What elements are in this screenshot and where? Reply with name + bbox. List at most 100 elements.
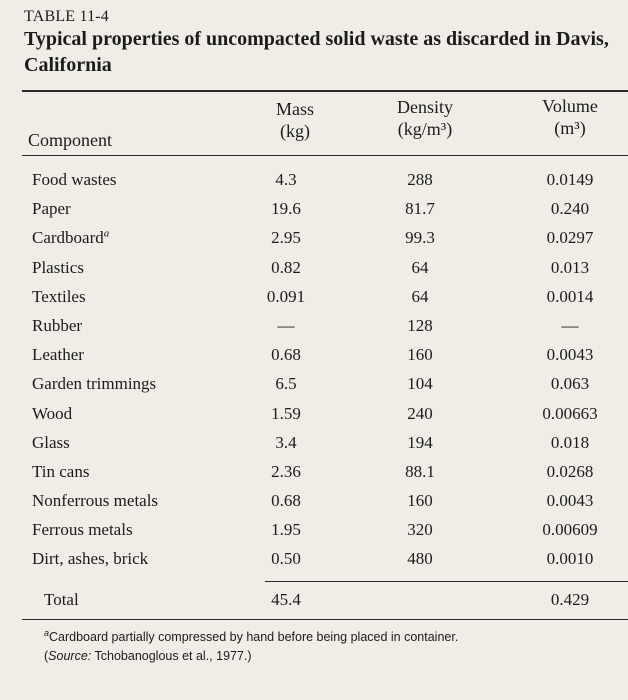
header-component: Component <box>28 129 112 151</box>
total-row: Total 45.4 0.429 <box>0 590 628 616</box>
cell-density: 88.1 <box>405 461 435 481</box>
total-mass: 45.4 <box>271 590 301 609</box>
cell-mass: 4.3 <box>275 170 297 189</box>
cell-component: Glass <box>32 433 70 453</box>
cell-mass: 0.82 <box>271 257 301 277</box>
cell-mass: 6.5 <box>275 374 297 394</box>
cell-component: Paper <box>32 199 71 219</box>
cell-component-text: Nonferrous metals <box>32 491 159 511</box>
cell-density: 240 <box>407 403 433 423</box>
cell-component-text: Glass <box>32 432 70 452</box>
cell-component-text: Dirt, ashes, brick <box>32 549 149 569</box>
cell-volume: 0.0043 <box>546 491 594 511</box>
header-mass-unit: (kg) <box>280 121 310 141</box>
cell-component-text: Paper <box>32 199 71 219</box>
table-row: Rubber — 128 — <box>0 314 628 343</box>
cell-component-text: Tin cans <box>32 461 90 481</box>
cell-density: 160 <box>407 345 433 365</box>
cell-volume: 0.0268 <box>546 461 594 481</box>
cell-volume: — <box>561 315 579 335</box>
cell-component-text: Rubber <box>32 315 83 335</box>
table-row: Nonferrous metals 0.68 160 0.0043 <box>0 489 628 518</box>
cell-volume: 0.018 <box>550 432 590 452</box>
cell-component: Wood <box>32 404 72 424</box>
table-row: Cardboarda 2.95 99.3 0.0297 <box>0 226 628 255</box>
cell-volume: 0.240 <box>550 199 590 219</box>
footnote-source-text: Tchobanoglous et al., 1977.) <box>94 649 252 663</box>
cell-component: Cardboarda <box>32 228 109 248</box>
table-row: Dirt, ashes, brick 0.50 480 0.0010 <box>0 547 628 576</box>
cell-component: Garden trimmings <box>32 374 156 394</box>
cell-volume: 0.013 <box>550 257 590 277</box>
cell-volume: 0.0014 <box>546 286 594 306</box>
table-row: Tin cans 2.36 88.1 0.0268 <box>0 460 628 489</box>
table-row: Paper 19.6 81.7 0.240 <box>0 197 628 226</box>
cell-density: 99.3 <box>405 228 435 248</box>
cell-mass: 0.68 <box>271 491 301 511</box>
cell-component: Rubber <box>32 316 82 336</box>
table-body: Food wastes 4.3 288 0.0149 Paper 19.6 81.7 0.24… <box>0 168 628 577</box>
header-mass: Mass (kg) <box>255 98 335 142</box>
cell-component-text: Cardboard <box>32 228 104 248</box>
cell-density: 480 <box>407 549 433 569</box>
cell-density: 104 <box>407 374 433 394</box>
cell-volume: 0.00663 <box>542 403 598 423</box>
total-volume: 0.429 <box>550 590 590 609</box>
cell-component-text: Food wastes <box>32 170 117 189</box>
cell-component: Leather <box>32 345 84 365</box>
cell-component-text: Wood <box>32 403 73 423</box>
cell-mass: 3.4 <box>275 432 297 452</box>
cell-mass: 0.091 <box>266 286 306 306</box>
cell-density: 64 <box>411 257 429 277</box>
top-rule <box>22 90 628 92</box>
cell-component: Food wastes <box>32 170 117 190</box>
header-mass-label: Mass <box>275 99 314 119</box>
cell-density: 64 <box>411 286 429 306</box>
cell-mass: 19.6 <box>271 199 301 219</box>
table-row: Plastics 0.82 64 0.013 <box>0 256 628 285</box>
footnote-source-label: Source: <box>48 649 92 663</box>
cell-volume: 0.063 <box>550 374 590 394</box>
cell-volume: 0.0149 <box>546 170 594 189</box>
table-row: Textiles 0.091 64 0.0014 <box>0 285 628 314</box>
cell-density: 128 <box>407 315 433 335</box>
cell-density: 194 <box>407 432 433 452</box>
table-row: Leather 0.68 160 0.0043 <box>0 343 628 372</box>
total-rule <box>265 581 628 582</box>
cell-component-note: a <box>103 227 110 240</box>
cell-component-text: Garden trimmings <box>32 374 157 394</box>
cell-mass: 0.50 <box>271 549 301 569</box>
cell-density: 320 <box>407 520 433 540</box>
cell-component-text: Textiles <box>32 286 86 306</box>
cell-component: Textiles <box>32 287 86 307</box>
header-volume: Volume (m³) <box>525 95 615 139</box>
footnote-source-open: ( <box>44 649 49 663</box>
bottom-rule <box>22 619 628 620</box>
header-volume-unit: (m³) <box>554 118 586 138</box>
cell-mass: 1.95 <box>271 520 301 540</box>
footnote-marker: a <box>44 627 50 638</box>
table-row: Garden trimmings 6.5 104 0.063 <box>0 372 628 401</box>
cell-component: Ferrous metals <box>32 520 133 540</box>
footnote: aCardboard partially compressed by hand … <box>44 628 614 666</box>
cell-volume: 0.0297 <box>546 228 594 248</box>
cell-volume: 0.0010 <box>546 549 594 569</box>
cell-component-text: Plastics <box>32 257 84 277</box>
cell-component: Nonferrous metals <box>32 491 158 511</box>
table-title: Typical properties of uncompacted solid … <box>24 28 609 76</box>
cell-density: 160 <box>407 491 433 511</box>
cell-density: 81.7 <box>405 199 435 219</box>
cell-mass: 0.68 <box>271 345 301 365</box>
header-density-unit: (kg/m³) <box>397 119 453 139</box>
header-volume-label: Volume <box>542 96 598 116</box>
footnote-note: aCardboard partially compressed by hand … <box>44 628 614 647</box>
header-density-label: Density <box>397 97 453 117</box>
table-row: Ferrous metals 1.95 320 0.00609 <box>0 518 628 547</box>
table-row: Food wastes 4.3 288 0.0149 <box>0 168 628 197</box>
total-label: Total <box>44 590 79 609</box>
header-component-label: Component <box>28 130 112 150</box>
cell-mass: — <box>277 315 295 335</box>
table-row: Glass 3.4 194 0.018 <box>0 431 628 460</box>
cell-mass: 2.36 <box>271 461 301 481</box>
